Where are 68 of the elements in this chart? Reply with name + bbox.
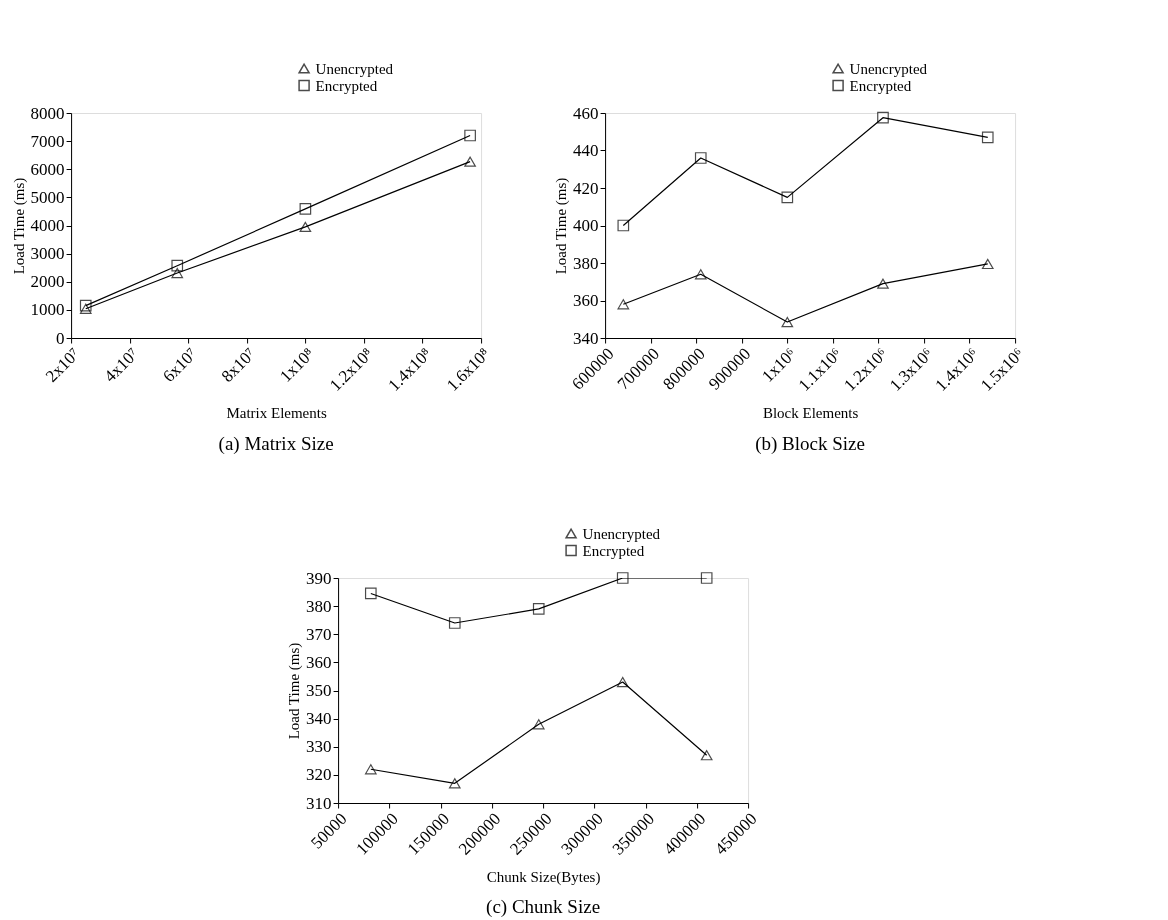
legend-label: Unencrypted (315, 60, 394, 77)
point (877, 278, 889, 289)
y-tick-label: 8000 (30, 103, 65, 123)
point (700, 572, 713, 584)
point (171, 259, 184, 272)
y-tick-label: 360 (573, 291, 599, 310)
point (532, 603, 545, 615)
y-tick-label: 440 (573, 141, 599, 160)
y-axis-title: Load Time (ms) (286, 642, 304, 740)
legend-label: Encrypted (582, 542, 645, 559)
point (617, 219, 630, 232)
point (616, 676, 629, 688)
y-tick-label: 380 (306, 596, 332, 616)
y-tick-label: 390 (306, 568, 332, 588)
y-tick-label: 400 (573, 216, 599, 235)
y-tick-label: 350 (306, 681, 332, 700)
point (464, 129, 476, 142)
text: (c) Chunk Size (486, 896, 601, 919)
point (532, 719, 545, 730)
y-tick-label: 310 (306, 793, 332, 813)
y-tick-label: 7000 (30, 131, 65, 151)
y-tick-label: 420 (573, 178, 599, 198)
legend-label: Encrypted (849, 77, 912, 94)
point (981, 258, 994, 270)
point (781, 316, 794, 328)
legend-label: Unencrypted (849, 60, 928, 77)
x-axis-title: Chunk Size(Bytes) (486, 868, 601, 886)
text: (b) Block Size (755, 432, 865, 455)
point (364, 587, 377, 600)
y-axis-title: Load Time (ms) (10, 177, 28, 275)
point (364, 764, 377, 775)
legend-label: Unencrypted (582, 525, 661, 542)
point (448, 617, 461, 629)
x-axis-title: Block Elements (762, 405, 859, 422)
y-tick-label: 330 (306, 737, 332, 757)
y-tick-label: 380 (573, 253, 599, 273)
y-tick-label: 5000 (30, 187, 65, 207)
y-tick-label: 360 (306, 652, 332, 672)
x-axis-title: Matrix Elements (226, 405, 327, 422)
point (448, 778, 461, 789)
y-tick-label: 370 (306, 624, 332, 644)
y-tick-label: 6000 (30, 159, 65, 179)
point (694, 269, 707, 280)
y-tick-label: 1000 (30, 300, 65, 320)
point (877, 111, 889, 124)
y-tick-label: 3000 (30, 244, 65, 264)
y-tick-label: 460 (573, 103, 599, 123)
point (781, 191, 794, 204)
y-tick-label: 340 (573, 328, 599, 348)
point (700, 750, 713, 761)
y-tick-label: 2000 (30, 272, 65, 292)
y-tick-label: 0 (56, 328, 65, 348)
point (981, 131, 994, 144)
point (694, 152, 707, 164)
y-tick-label: 320 (306, 765, 332, 785)
point (616, 572, 629, 584)
point (79, 303, 92, 314)
point (79, 299, 92, 312)
point (299, 203, 312, 215)
point (617, 299, 630, 310)
point (464, 156, 476, 167)
point (299, 221, 312, 233)
y-tick-label: 4000 (30, 216, 65, 235)
point (171, 267, 184, 279)
text: (a) Matrix Size (218, 432, 334, 455)
y-axis-title: Load Time (ms) (553, 177, 571, 275)
legend-label: Encrypted (315, 77, 378, 94)
y-tick-label: 340 (306, 709, 332, 729)
